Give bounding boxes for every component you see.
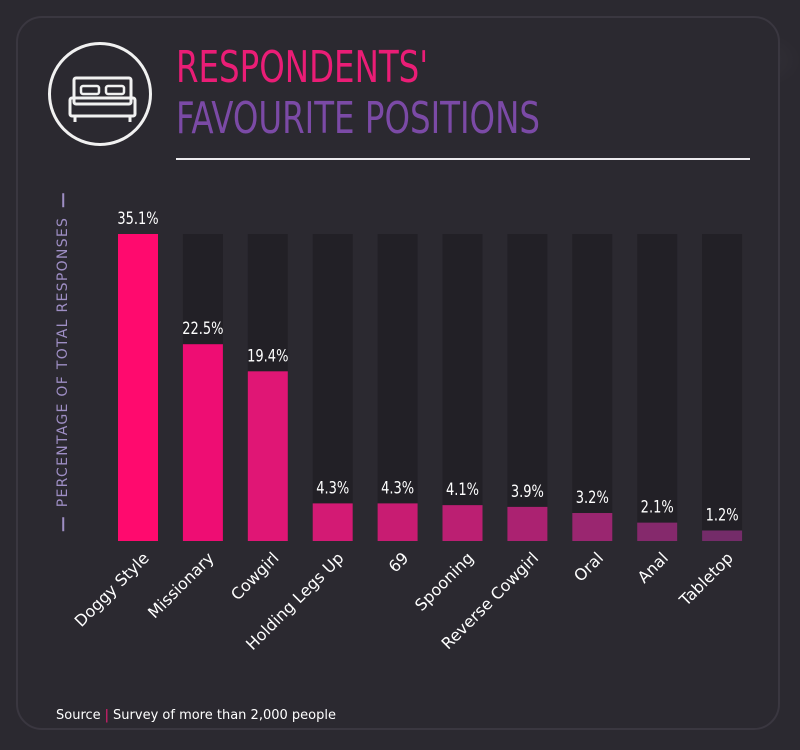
category-label: Missionary xyxy=(144,548,218,622)
bed-icon xyxy=(48,42,152,146)
bar-value-label: 35.1% xyxy=(117,208,158,228)
bar xyxy=(572,513,613,541)
bar xyxy=(377,503,418,541)
bar-value-label: 4.3% xyxy=(381,477,414,497)
bar xyxy=(637,522,678,541)
bar xyxy=(702,530,743,541)
category-label: Anal xyxy=(634,548,672,586)
bar-value-label: 4.3% xyxy=(316,477,349,497)
source-label: Source xyxy=(56,708,101,723)
bar-track xyxy=(637,234,678,541)
category-label: Spooning xyxy=(411,548,477,614)
bar-track xyxy=(312,234,353,541)
bar-value-label: 2.1% xyxy=(641,496,674,516)
source-text: Survey of more than 2,000 people xyxy=(113,708,336,723)
bar xyxy=(507,506,548,541)
category-label: Doggy Style xyxy=(71,548,153,630)
bar xyxy=(312,503,353,541)
bar-track xyxy=(572,234,613,541)
bar-track xyxy=(377,234,418,541)
chart-title-line1: RESPONDENTS' xyxy=(176,42,429,93)
bar-value-label: 4.1% xyxy=(446,479,479,499)
source-note: Source | Survey of more than 2,000 people xyxy=(56,708,336,723)
bar-track xyxy=(702,234,743,541)
category-label: Oral xyxy=(570,548,607,585)
bar xyxy=(118,234,158,541)
category-label: 69 xyxy=(385,548,413,576)
bar-value-label: 1.2% xyxy=(706,504,739,524)
chart-title-line2: FAVOURITE POSITIONS xyxy=(176,93,540,144)
title-divider xyxy=(176,158,750,160)
category-label: Cowgirl xyxy=(227,548,283,604)
bar-track xyxy=(507,234,548,541)
bar-value-label: 19.4% xyxy=(247,345,288,365)
category-label: Tabletop xyxy=(675,548,737,610)
bar-value-label: 22.5% xyxy=(182,318,223,338)
bar xyxy=(442,505,483,541)
bar-value-label: 3.9% xyxy=(511,481,544,501)
bar-track xyxy=(442,234,483,541)
bar xyxy=(182,344,223,541)
bar-value-label: 3.2% xyxy=(576,487,609,507)
source-separator: | xyxy=(104,708,110,723)
bar xyxy=(247,371,288,541)
